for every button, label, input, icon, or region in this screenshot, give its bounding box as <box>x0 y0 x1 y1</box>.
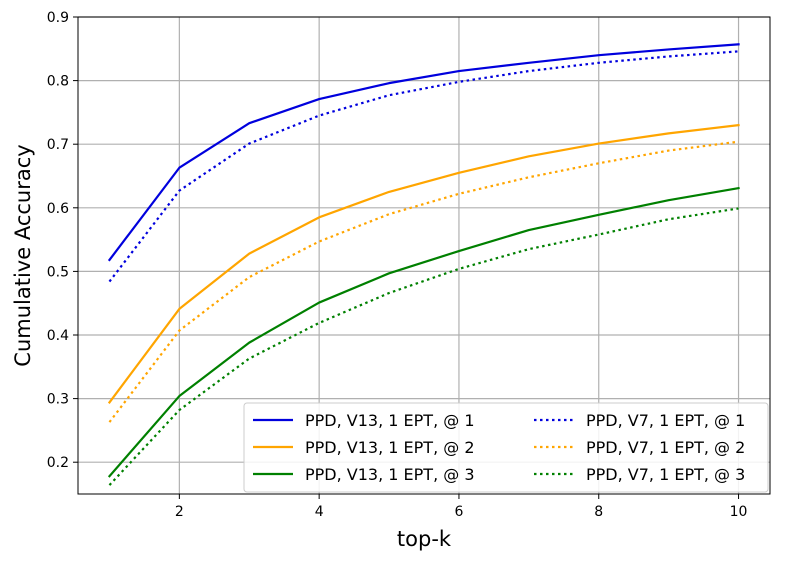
y-tick-label: 0.6 <box>47 201 69 217</box>
y-axis-title: Cumulative Accuracy <box>11 144 35 366</box>
plot-frame <box>77 16 771 495</box>
series-line-4 <box>108 50 739 283</box>
y-tick-label: 0.2 <box>47 455 69 471</box>
y-tick-label: 0.3 <box>47 392 69 408</box>
legend-label: PPD, V7, 1 EPT, @ 1 <box>586 411 745 430</box>
legend-label: PPD, V13, 1 EPT, @ 3 <box>305 465 475 484</box>
y-tick-label: 0.4 <box>47 328 69 344</box>
legend: PPD, V13, 1 EPT, @ 1 PPD, V13, 1 EPT, @ 2… <box>243 402 769 493</box>
series-line-6 <box>108 207 739 486</box>
series-line-1 <box>107 43 740 262</box>
y-tick-label: 0.7 <box>47 137 69 153</box>
grid <box>78 16 770 494</box>
axis-ticks: 2 4 6 8 10 0.2 0.3 0.4 0.5 0.6 0.7 0.8 0.9 <box>47 10 748 520</box>
series-line-3 <box>107 186 740 478</box>
y-tick-label: 0.8 <box>47 74 69 90</box>
legend-label: PPD, V7, 1 EPT, @ 2 <box>586 438 745 457</box>
x-tick-label: 8 <box>594 504 603 520</box>
x-tick-label: 2 <box>175 504 184 520</box>
legend-box <box>243 402 769 493</box>
series-lines <box>107 43 740 486</box>
legend-label: PPD, V13, 1 EPT, @ 2 <box>305 438 475 457</box>
x-tick-label: 4 <box>315 504 324 520</box>
x-tick-label: 6 <box>454 504 463 520</box>
x-axis-title: top-k <box>397 527 452 551</box>
legend-label: PPD, V7, 1 EPT, @ 3 <box>586 465 745 484</box>
x-tick-label: 10 <box>730 504 748 520</box>
y-tick-label: 0.5 <box>47 264 69 280</box>
series-line-5 <box>108 140 739 423</box>
legend-label: PPD, V13, 1 EPT, @ 1 <box>305 411 475 430</box>
series-line-2 <box>107 123 740 404</box>
y-tick-label: 0.9 <box>47 10 69 26</box>
